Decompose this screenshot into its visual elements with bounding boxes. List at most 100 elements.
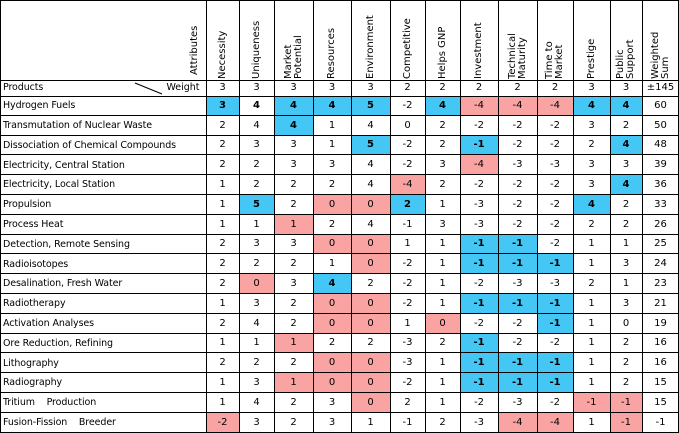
score-cell: 4: [313, 274, 351, 294]
column-header: Resources: [313, 0, 351, 80]
column-header: Necessity: [206, 0, 239, 80]
score-cell: -2: [512, 198, 523, 210]
column-header-line: Necessity: [216, 30, 228, 79]
score-cell: 4: [274, 96, 313, 116]
column-header-line: Technical: [506, 33, 518, 79]
grid-line-horizontal: [0, 234, 679, 235]
score-cell: -2: [512, 139, 523, 151]
score-cell: 5: [351, 96, 390, 116]
score-cell: 2: [290, 416, 297, 428]
score-cell: -2: [550, 396, 560, 408]
score-cell: -2: [402, 99, 413, 111]
score-cell: 2: [219, 119, 226, 131]
score-cell: 1: [219, 396, 226, 408]
score-cell: 4: [610, 96, 642, 116]
score-cell: 3: [328, 416, 336, 428]
score-cell: -1: [537, 373, 573, 393]
score-cell: 4: [253, 317, 260, 329]
score-cell: 26: [654, 218, 667, 230]
grid-line-horizontal: [0, 372, 679, 373]
score-cell: -2: [550, 179, 560, 191]
score-cell: 2: [328, 218, 336, 230]
score-cell: 1: [439, 297, 446, 309]
score-cell: 1: [328, 258, 336, 270]
column-header-label: Time to Market: [544, 41, 565, 79]
score-cell: 0: [351, 234, 390, 255]
column-header-line: Maturity: [516, 37, 528, 79]
score-cell: 4: [367, 179, 374, 191]
column-header-label: Resources: [326, 28, 337, 79]
score-cell: -2: [402, 258, 413, 270]
score-cell: 3: [588, 119, 595, 131]
score-cell: -3: [402, 357, 413, 369]
score-cell: 1: [219, 218, 226, 230]
score-cell: 3: [253, 139, 260, 151]
score-cell: 3: [439, 159, 446, 171]
grid-line-vertical: [460, 0, 461, 433]
score-cell: 1: [274, 373, 313, 393]
score-cell: 2: [622, 218, 630, 230]
score-cell: -2: [550, 139, 560, 151]
column-header: Public Support: [610, 0, 642, 80]
column-header: Prestige: [573, 0, 610, 80]
score-cell: 2: [588, 278, 595, 290]
score-cell: 16: [654, 337, 667, 349]
score-cell: 2: [219, 258, 226, 270]
score-cell: 39: [654, 159, 667, 171]
column-header: Investment: [460, 0, 498, 80]
score-cell: -2: [474, 119, 484, 131]
grid-line-horizontal: [0, 352, 679, 353]
score-cell: 4: [425, 96, 460, 116]
score-cell: 1: [328, 119, 336, 131]
column-header-line: Uniqueness: [250, 20, 262, 79]
score-cell: 3: [253, 297, 260, 309]
grid-line-vertical: [351, 0, 352, 433]
weight-value: 3: [622, 82, 630, 93]
grid-line-horizontal: [0, 313, 679, 314]
score-cell: -3: [550, 278, 560, 290]
score-cell: 24: [654, 258, 667, 270]
score-cell: 3: [588, 159, 595, 171]
grid-line-horizontal: [0, 333, 679, 334]
grid-line-horizontal: [0, 412, 679, 413]
product-row-label: Radiotherapy: [3, 298, 66, 310]
product-row-label: Ore Reduction, Refining: [3, 337, 113, 349]
score-cell: 3: [439, 218, 446, 230]
score-cell: -2: [474, 179, 484, 191]
score-cell: -1: [498, 254, 537, 275]
score-cell: 0: [239, 274, 274, 294]
score-cell: 1: [439, 357, 446, 369]
score-cell: 0: [351, 294, 390, 314]
weight-value: 2: [551, 82, 559, 93]
column-header-line: Support: [625, 39, 636, 79]
column-header-label: Competitive: [402, 18, 413, 79]
column-header-label: Weighted Sum: [650, 32, 671, 79]
score-cell: 0: [351, 373, 390, 393]
score-cell: -2: [402, 139, 413, 151]
score-cell: 1: [219, 377, 226, 389]
column-header-line: Prestige: [585, 38, 597, 79]
score-cell: 2: [290, 357, 297, 369]
grid-line-vertical: [239, 0, 240, 433]
score-cell: 1: [253, 218, 260, 230]
score-cell: -2: [550, 238, 560, 250]
score-cell: 2: [290, 258, 297, 270]
score-cell: -1: [460, 353, 498, 374]
score-cell: 0: [313, 234, 351, 255]
score-cell: 2: [219, 159, 226, 171]
score-cell: 1: [622, 278, 630, 290]
score-cell: 1: [219, 198, 226, 210]
score-cell: 2: [439, 139, 446, 151]
score-cell: 2: [253, 179, 260, 191]
product-row-label: Electricity, Central Station: [3, 159, 125, 171]
score-cell: 4: [610, 175, 642, 195]
score-cell: 3: [328, 396, 336, 408]
score-cell: 16: [654, 357, 667, 369]
score-cell: 2: [404, 396, 411, 408]
score-cell: 4: [253, 99, 260, 111]
score-cell: 2: [253, 258, 260, 270]
weight-value: 3: [588, 82, 595, 93]
grid-line-vertical: [390, 0, 391, 433]
grid-line-horizontal: [0, 96, 679, 97]
column-header-label: Market Potential: [283, 35, 304, 79]
